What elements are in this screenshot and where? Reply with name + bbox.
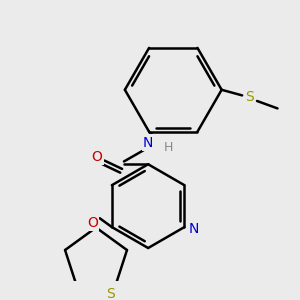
Text: S: S: [106, 287, 115, 300]
Text: S: S: [245, 90, 254, 104]
Text: H: H: [164, 141, 173, 154]
Text: N: N: [188, 222, 199, 236]
Text: N: N: [143, 136, 153, 150]
Text: O: O: [87, 216, 98, 230]
Text: O: O: [92, 150, 102, 164]
